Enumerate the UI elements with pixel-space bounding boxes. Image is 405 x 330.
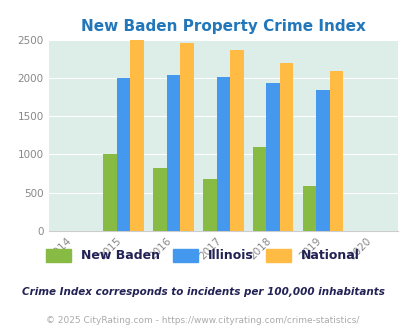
Bar — [266, 83, 279, 231]
Bar — [103, 154, 117, 231]
Bar — [216, 77, 230, 231]
Bar — [130, 40, 143, 231]
Bar — [329, 71, 342, 231]
Bar — [180, 44, 193, 231]
Bar — [117, 78, 130, 231]
Bar — [153, 168, 166, 231]
Bar — [202, 179, 216, 231]
Title: New Baden Property Crime Index: New Baden Property Crime Index — [81, 19, 365, 34]
Bar — [230, 50, 243, 231]
Bar — [315, 90, 329, 231]
Text: Crime Index corresponds to incidents per 100,000 inhabitants: Crime Index corresponds to incidents per… — [21, 287, 384, 297]
Legend: New Baden, Illinois, National: New Baden, Illinois, National — [41, 244, 364, 268]
Text: © 2025 CityRating.com - https://www.cityrating.com/crime-statistics/: © 2025 CityRating.com - https://www.city… — [46, 315, 359, 325]
Bar — [279, 63, 293, 231]
Bar — [252, 147, 266, 231]
Bar — [166, 75, 180, 231]
Bar — [302, 186, 315, 231]
